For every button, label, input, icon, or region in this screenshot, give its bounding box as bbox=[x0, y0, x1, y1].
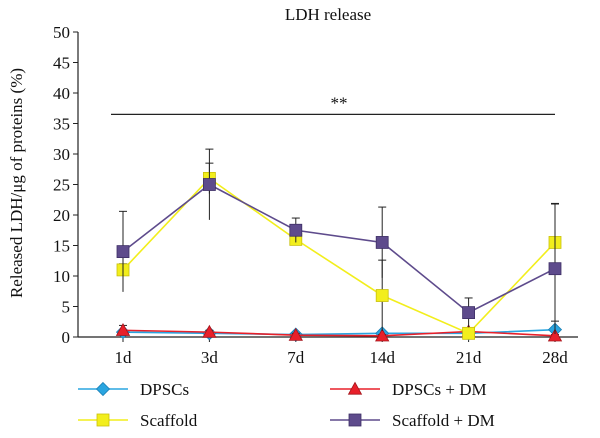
data-point bbox=[375, 236, 389, 249]
series-scaffold bbox=[116, 162, 562, 340]
x-tick-label: 21d bbox=[456, 348, 482, 367]
y-tick-label: 0 bbox=[62, 328, 71, 347]
data-point bbox=[288, 327, 303, 341]
series-line bbox=[122, 177, 556, 335]
chart-title: LDH release bbox=[285, 5, 371, 24]
axes: 0 5 10 15 20 25 30 35 40 45 50 1d 3d 7d 14d 21d 28d bbox=[53, 23, 578, 367]
series-line bbox=[122, 329, 556, 337]
series-scaffold-dm bbox=[116, 148, 562, 334]
y-tick-label: 20 bbox=[53, 206, 70, 225]
y-tick-label: 40 bbox=[53, 84, 70, 103]
series-line bbox=[122, 183, 556, 314]
x-tick-label: 1d bbox=[115, 348, 133, 367]
y-tick-label: 10 bbox=[53, 267, 70, 286]
y-tick-label: 45 bbox=[53, 54, 70, 73]
data-point bbox=[462, 306, 476, 320]
y-tick-label: 50 bbox=[53, 23, 70, 42]
y-tick-label: 30 bbox=[53, 145, 70, 164]
data-point bbox=[375, 289, 389, 302]
data-point bbox=[462, 326, 476, 340]
y-tick-label: 15 bbox=[53, 237, 70, 256]
plot-area bbox=[115, 148, 563, 342]
data-point bbox=[202, 178, 216, 191]
data-point bbox=[375, 328, 390, 342]
data-point bbox=[202, 324, 217, 338]
y-tick-label: 35 bbox=[53, 115, 70, 134]
data-point bbox=[547, 328, 563, 342]
x-tick-label: 3d bbox=[201, 348, 219, 367]
data-point bbox=[548, 262, 562, 276]
data-point bbox=[115, 322, 131, 336]
x-tick-label: 14d bbox=[369, 348, 395, 367]
data-point bbox=[116, 245, 130, 259]
y-axis-label: Released LDH/μg of proteins (%) bbox=[7, 68, 26, 298]
data-point bbox=[289, 223, 303, 237]
significance-bracket: ** bbox=[111, 93, 555, 115]
y-tick-label: 25 bbox=[53, 176, 70, 195]
significance-label: ** bbox=[331, 93, 348, 112]
x-tick-label: 7d bbox=[287, 348, 305, 367]
x-tick-label: 28d bbox=[542, 348, 568, 367]
y-tick-label: 5 bbox=[62, 298, 71, 317]
